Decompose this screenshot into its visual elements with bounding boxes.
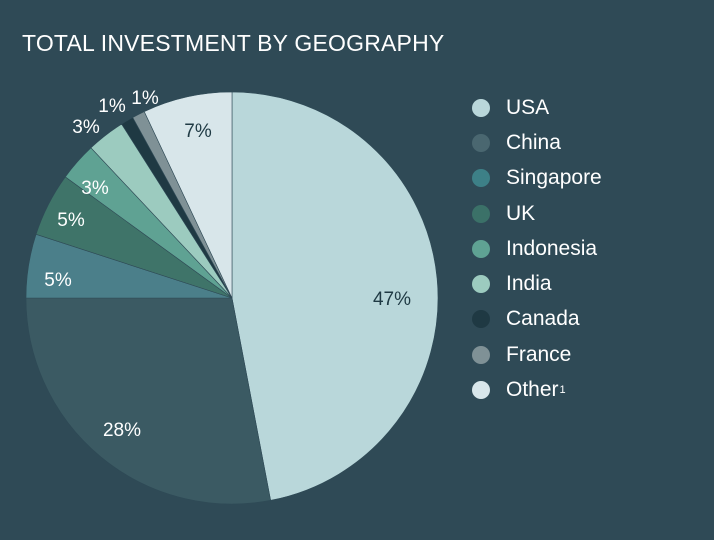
legend-swatch	[472, 98, 490, 117]
pie-slice-other	[143, 91, 233, 299]
slice-label-uk: 5%	[57, 210, 85, 231]
legend-item-other: Other 1	[472, 372, 602, 407]
legend-label: Other	[506, 378, 559, 402]
legend-swatch	[472, 345, 490, 364]
legend: USA China Singapore UK Indonesia India Canada F…	[472, 90, 602, 408]
legend-item-france: France	[472, 337, 602, 372]
slice-label-usa: 47%	[373, 289, 411, 310]
legend-footnote-marker: 1	[559, 384, 566, 397]
legend-swatch	[472, 310, 490, 329]
legend-label: India	[506, 272, 552, 296]
legend-item-china: China	[472, 125, 602, 160]
legend-label: France	[506, 342, 572, 366]
legend-label: Indonesia	[506, 236, 598, 260]
slice-label-india: 3%	[72, 117, 100, 138]
legend-label: Singapore	[506, 166, 602, 190]
pie-slice-usa	[231, 91, 439, 501]
legend-label: China	[506, 130, 561, 154]
legend-item-singapore: Singapore	[472, 161, 602, 196]
legend-item-uk: UK	[472, 196, 602, 231]
slice-label-singapore: 5%	[44, 270, 72, 291]
legend-item-usa: USA	[472, 90, 602, 125]
legend-item-canada: Canada	[472, 302, 602, 337]
legend-swatch	[472, 169, 490, 188]
slice-label-indonesia: 3%	[81, 178, 109, 199]
legend-swatch	[472, 133, 490, 152]
slice-label-other: 7%	[184, 121, 212, 142]
legend-label: Canada	[506, 307, 580, 331]
slice-label-china: 28%	[103, 420, 141, 441]
legend-swatch	[472, 275, 490, 294]
legend-swatch	[472, 204, 490, 223]
legend-swatch	[472, 381, 490, 400]
legend-swatch	[472, 239, 490, 258]
legend-label: USA	[506, 95, 550, 119]
legend-item-indonesia: Indonesia	[472, 231, 602, 266]
legend-label: UK	[506, 201, 536, 225]
slice-label-canada: 1%	[98, 96, 126, 117]
pie-slice-china	[25, 297, 271, 505]
chart-title: TOTAL INVESTMENT BY GEOGRAPHY	[22, 30, 445, 56]
slice-label-france: 1%	[131, 88, 159, 109]
legend-item-india: India	[472, 266, 602, 301]
